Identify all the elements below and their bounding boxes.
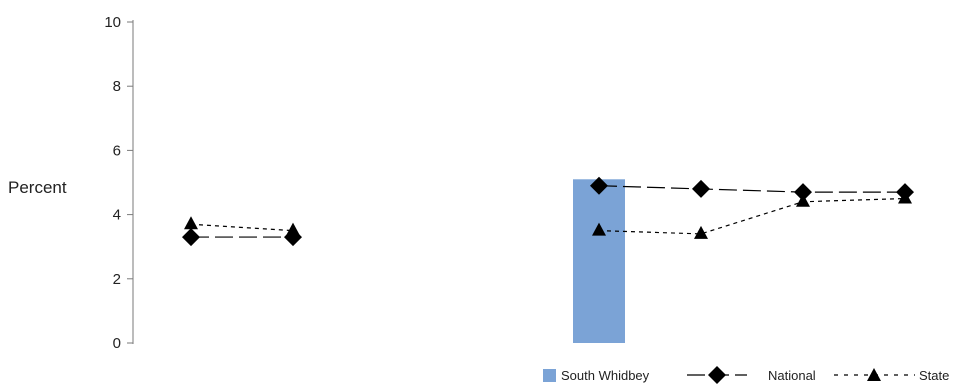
point-state	[286, 222, 300, 236]
point-national	[590, 176, 608, 195]
legend-swatch-south-whidbey	[543, 369, 556, 382]
line-national	[598, 185, 905, 193]
point-state	[592, 222, 606, 236]
y-tick-label: 10	[104, 14, 121, 31]
point-state	[796, 193, 810, 207]
y-tick-label: 6	[113, 142, 121, 159]
legend-label-national: National	[768, 368, 816, 383]
point-state	[898, 190, 912, 204]
y-tick-label: 4	[113, 207, 121, 224]
point-national	[182, 228, 200, 247]
legend-marker-state	[867, 368, 881, 381]
point-state	[694, 225, 708, 239]
legend: South Whidbey National State	[543, 366, 949, 384]
point-national	[692, 179, 710, 198]
point-national	[794, 183, 812, 202]
bar-south-whidbey	[573, 179, 625, 343]
point-state	[184, 216, 198, 230]
y-tick-label: 2	[113, 271, 121, 288]
legend-label-state: State	[919, 368, 949, 383]
y-tick-label: 8	[113, 78, 121, 95]
y-axis: 0 2 4 6 8 10	[104, 14, 134, 352]
legend-label-south-whidbey: South Whidbey	[561, 368, 650, 383]
line-state	[598, 197, 906, 235]
line-state	[190, 223, 294, 232]
y-axis-title: Percent	[8, 178, 67, 197]
line-layer	[182, 176, 914, 247]
y-tick-label: 0	[113, 335, 121, 352]
bar-layer	[573, 179, 625, 343]
legend-marker-national	[708, 366, 726, 384]
